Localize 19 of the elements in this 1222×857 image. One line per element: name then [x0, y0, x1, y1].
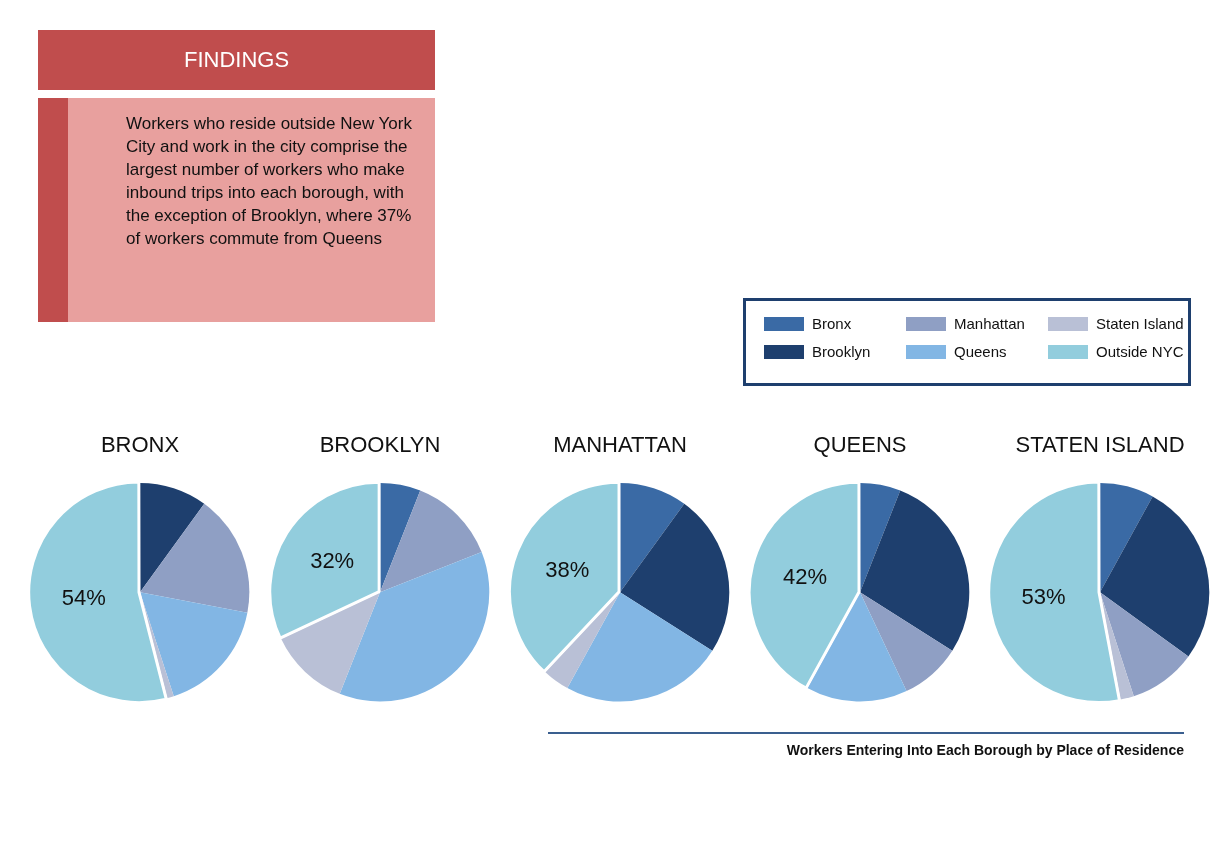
chart-title: QUEENS — [813, 432, 907, 458]
chart-title: BROOKLYN — [319, 432, 441, 458]
text: Workers who reside outside New York City and work in the city comprise the largest number of workers who make inbound trips into each borough, with the exception of Brooklyn, where 37% of workers commute from Queens — [126, 113, 413, 250]
text: Workers Entering Into Each Borough by Place of Residence — [785, 742, 1184, 758]
text: BRONX — [100, 432, 180, 458]
legend-label: Outside NYC — [1096, 343, 1184, 360]
data-label: 38% — [545, 557, 590, 583]
chart-title: MANHATTAN — [553, 432, 687, 458]
legend-label: Bronx — [812, 315, 852, 332]
chart-title: STATEN ISLAND — [1015, 432, 1185, 458]
legend-label: Queens — [954, 343, 1007, 360]
data-label: 32% — [310, 547, 355, 573]
text: FINDINGS — [38, 30, 435, 90]
data-label: 54% — [61, 585, 106, 611]
data-label: 42% — [783, 564, 828, 590]
data-label: 53% — [1021, 583, 1066, 609]
legend-label: Manhattan — [954, 315, 1025, 332]
legend-label: Brooklyn — [812, 343, 871, 360]
legend-label: Staten Island — [1096, 315, 1184, 332]
